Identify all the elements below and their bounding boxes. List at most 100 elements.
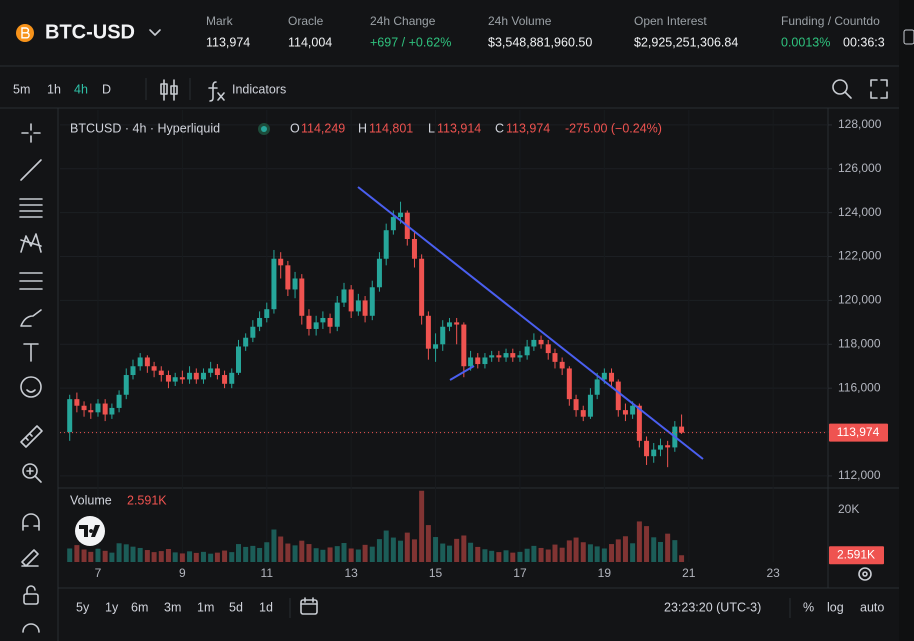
candle-body	[433, 344, 439, 349]
panel-icon	[903, 29, 914, 45]
volume-bar	[355, 549, 361, 562]
volume-bar	[292, 545, 298, 562]
candle-body	[398, 212, 404, 218]
y-tick-label: 118,000	[838, 336, 881, 350]
goto-date-icon-top	[300, 597, 318, 605]
volume-bar	[362, 544, 368, 562]
brush-tool[interactable]	[20, 309, 42, 327]
lock-tool[interactable]	[23, 593, 39, 605]
volume-bar	[334, 546, 340, 562]
candle-body	[566, 368, 572, 400]
volume-bar	[489, 550, 495, 562]
candle-body	[123, 375, 129, 395]
drawn-trendline[interactable]	[357, 186, 704, 460]
candle-body	[538, 339, 544, 345]
text-tool[interactable]	[23, 343, 39, 362]
candle-body	[559, 361, 565, 369]
measure-tool[interactable]	[20, 425, 43, 448]
zoom-icon[interactable]	[832, 79, 848, 95]
candle-body	[257, 317, 263, 327]
ohlc-key: H	[358, 121, 367, 135]
candle-icon-body	[160, 83, 168, 95]
y-tick-label: 122,000	[838, 249, 882, 263]
range-button[interactable]: 6m	[131, 600, 148, 614]
volume-bar	[229, 552, 235, 562]
ohlc-key: O	[290, 121, 300, 135]
volume-bar	[137, 547, 143, 562]
range-button[interactable]: 1d	[259, 600, 273, 614]
interval-button[interactable]: D	[102, 82, 111, 96]
symbol[interactable]: BTC-USD	[45, 21, 135, 43]
candle-body	[622, 410, 628, 415]
range-button[interactable]: 3m	[164, 600, 181, 614]
scale-option[interactable]: auto	[860, 600, 884, 614]
candle-body	[165, 375, 171, 382]
volume-bars	[67, 490, 685, 562]
volume-bar	[622, 536, 628, 562]
volume-bar	[285, 543, 291, 562]
range-button[interactable]: 5y	[76, 600, 90, 614]
volume-bar	[187, 551, 193, 562]
volume-bar	[102, 550, 108, 562]
candle-body	[580, 410, 586, 417]
tv-logo-mark	[79, 525, 100, 537]
candle-body	[594, 379, 600, 395]
trendline-tool[interactable]	[20, 159, 42, 181]
zoom-icon-handle	[844, 91, 852, 99]
volume-bar	[552, 544, 558, 562]
volume-bar	[306, 544, 312, 562]
ohlc-key: C	[495, 121, 504, 135]
settings-icon-core	[862, 571, 868, 577]
scale-option[interactable]: %	[803, 600, 814, 614]
candle-type-icon[interactable]	[160, 79, 178, 101]
interval-button[interactable]: 1h	[47, 82, 61, 96]
candle-body	[468, 357, 474, 367]
candle-body	[74, 399, 80, 406]
crosshair-tool[interactable]	[21, 123, 41, 143]
range-button[interactable]: 1m	[197, 600, 214, 614]
change-legend: -275.00 (−0.24%)	[565, 121, 662, 135]
interval-button[interactable]: 4h	[74, 82, 88, 96]
pattern-tool[interactable]	[20, 233, 42, 253]
candle-body	[636, 405, 642, 441]
magnet-tool[interactable]	[22, 513, 40, 531]
volume-bar	[587, 544, 593, 562]
fullscreen-icon[interactable]	[870, 79, 888, 99]
volume-bar	[580, 542, 586, 562]
volume-bar	[144, 550, 150, 562]
goto-date-icon[interactable]	[300, 599, 318, 615]
indicators-button[interactable]: Indicators	[232, 82, 286, 96]
x-tick-label: 7	[95, 566, 102, 580]
candle-body	[341, 289, 347, 303]
volume-legend: Volume	[70, 493, 112, 507]
indicators-icon	[208, 81, 225, 102]
scale-option[interactable]: log	[827, 600, 844, 614]
ohlc-key: L	[428, 121, 435, 135]
projection-tool[interactable]	[19, 272, 43, 290]
candle-body	[657, 445, 663, 450]
range-button[interactable]: 5d	[229, 600, 243, 614]
settings-icon[interactable]	[858, 567, 872, 581]
zoom-tool-mark	[26, 467, 42, 483]
range-button[interactable]: 1y	[105, 600, 119, 614]
stay-drawing-tool[interactable]	[21, 549, 39, 567]
volume-bar	[461, 535, 467, 562]
side-panel	[899, 0, 914, 641]
volume-bar	[433, 537, 439, 562]
visibility-tool[interactable]	[22, 623, 40, 633]
fib-tool[interactable]	[19, 198, 43, 218]
volume-bar	[538, 547, 544, 562]
emoji-tool[interactable]	[20, 376, 42, 398]
drawn-trendline[interactable]	[449, 365, 475, 381]
volume-bar	[67, 548, 73, 562]
y-tick-label: 120,000	[838, 293, 882, 307]
volume-bar	[398, 540, 404, 562]
x-tick-label: 15	[429, 566, 443, 580]
zoom-tool[interactable]	[22, 463, 38, 479]
symbol-dropdown[interactable]	[149, 29, 161, 36]
volume-bar	[615, 539, 621, 562]
stat-label: 24h Volume	[488, 14, 552, 28]
candle-body	[334, 302, 340, 327]
interval-button[interactable]: 5m	[13, 82, 30, 96]
